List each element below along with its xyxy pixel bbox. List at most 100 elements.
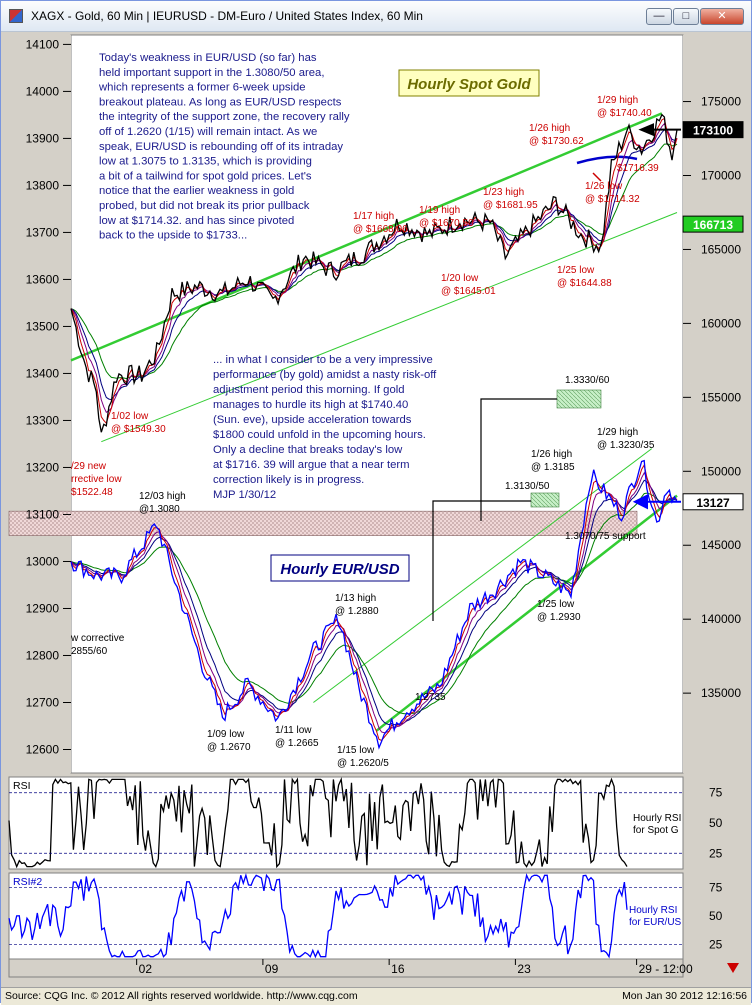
commentary-top: Today's weakness in EUR/USD (so far) has… — [98, 52, 350, 242]
eur-title-label: Hourly EUR/USD — [270, 554, 410, 582]
note-line: held important support in the 1.3080/50 … — [99, 67, 324, 79]
note-line: at $1716. 39 will argue that a near term — [213, 459, 410, 471]
left-tick-label: 13600 — [26, 272, 60, 286]
note-line: low at 1.3075 to 1.3135, which is provid… — [99, 156, 312, 168]
gold-pointer-arrow-icon — [638, 123, 681, 137]
eur-annotation: 1/26 high — [531, 449, 572, 460]
gold-annotation: $1716.39 — [617, 163, 659, 174]
left-tick-label: 13200 — [26, 460, 60, 474]
right-tick-label: 170000 — [701, 169, 741, 183]
trend-channel-line — [375, 494, 678, 732]
note-line: off of 1.2620 (1/15) will remain intact.… — [99, 126, 317, 138]
rsi-tick-label: 75 — [709, 881, 723, 895]
annotations: 1/29 high @ $1740.40 1/26 high @ $1730.62 1/… — [70, 95, 659, 769]
scroll-down-icon[interactable] — [727, 963, 739, 973]
left-tick-label: 14100 — [26, 37, 60, 51]
gold-annotation: @ $1668.06 — [353, 224, 408, 235]
eur-annotation: @ 1.3230/35 — [597, 440, 655, 451]
gold-annotation: @ $1740.40 — [597, 108, 652, 119]
gold-annotation: @ $1645.01 — [441, 286, 496, 297]
copyright-text: Source: CQG Inc. © 2012 All rights reser… — [5, 990, 358, 1002]
price-box — [682, 493, 744, 511]
right-tick-label: 135000 — [701, 686, 741, 700]
trend-channel-line — [313, 448, 653, 703]
right-tick-label: 155000 — [701, 390, 741, 404]
eur-annotation: 1/15 low — [337, 745, 375, 756]
note-line: Today's weakness in EUR/USD (so far) has — [99, 52, 317, 64]
note-line: manages to hurdle its high at $1740.40 — [213, 399, 408, 411]
note-line: Only a decline that breaks today's low — [213, 444, 403, 456]
left-tick-label: 13100 — [26, 507, 60, 521]
eur-annotation: @1.3080 — [139, 504, 180, 515]
commentary-middle: ... in what I consider to be a very impr… — [213, 354, 437, 501]
note-line: $1800 could unfold in the upcoming hours… — [213, 429, 426, 441]
trend-channel-line — [101, 212, 678, 443]
left-tick-label: 12700 — [26, 695, 60, 709]
right-tick-label: 150000 — [701, 464, 741, 478]
target-box-13130 — [530, 492, 560, 508]
eur-annotation: 1/25 low — [537, 599, 575, 610]
eur-annotation: @ 1.2665 — [275, 738, 319, 749]
left-tick-label: 13900 — [26, 131, 60, 145]
moving-average-line — [70, 128, 678, 401]
gold-annotation: @ $1730.62 — [529, 136, 584, 147]
left-tick-label: 13800 — [26, 178, 60, 192]
gold-annotation: @ $1670.50 — [419, 218, 474, 229]
gold-price-line — [70, 113, 678, 433]
x-tick-label: 16 — [391, 962, 405, 976]
target-box-13330 — [556, 389, 602, 409]
gold-annotation: /29 new — [71, 461, 107, 472]
close-button[interactable]: ✕ — [700, 8, 744, 25]
right-tick-label: 165000 — [701, 242, 741, 256]
rsi2-title: RSI#2 — [13, 876, 42, 888]
eur-annotation: 1/13 high — [335, 593, 376, 604]
left-tick-label: 12900 — [26, 601, 60, 615]
eur-annotation: w corrective — [70, 633, 125, 644]
gold-title-label: Hourly Spot Gold — [398, 69, 540, 97]
gold-annotation: 1/23 high — [483, 187, 524, 198]
x-axis-strip — [8, 958, 684, 978]
x-tick-label: 23 — [517, 962, 531, 976]
moving-average-line — [70, 471, 678, 734]
app-icon — [9, 9, 23, 23]
note-line: a bit of a tailwind for spot gold prices… — [99, 170, 312, 182]
note-line: low at $1714.32. and has since pivoted — [99, 215, 294, 227]
timestamp-text: Mon Jan 30 2012 12:16:56 — [622, 990, 747, 1002]
note-line: the integrity of the support zone, the r… — [99, 111, 350, 123]
note-line: performance (by gold) amidst a nasty ris… — [213, 369, 437, 381]
rsi2-side-label-1: Hourly RSI — [629, 905, 677, 916]
rsi1-title: RSI — [13, 780, 31, 792]
rsi-line — [8, 777, 628, 869]
chart-area: 14100 14000 13900 13800 13700 13600 13500 13400… — [1, 31, 751, 987]
right-axis-panel — [683, 35, 751, 773]
maximize-button[interactable]: □ — [673, 8, 699, 25]
right-tick-label: 175000 — [701, 95, 741, 109]
eur-annotation: 1.3070/75 support — [565, 531, 646, 542]
note-line: correction likely is in progress. — [213, 474, 364, 486]
note-line: which represents a former 6-week upside — [98, 82, 306, 94]
chart-svg: 14100 14000 13900 13800 13700 13600 13500 13400… — [1, 34, 751, 978]
price-series — [8, 113, 678, 959]
left-tick-label: 13500 — [26, 319, 60, 333]
left-tick-label: 14000 — [26, 84, 60, 98]
gold-support-curve — [576, 155, 638, 165]
gold-annotation: @ $1714.32 — [585, 194, 640, 205]
right-tick-label: 160000 — [701, 316, 741, 330]
gold-annotation: $1522.48 — [71, 487, 113, 498]
gold-annotation: rrective low — [71, 474, 122, 485]
rsi-tick-label: 25 — [709, 846, 723, 860]
moving-average-line — [70, 117, 678, 425]
eur-annotation: 1/29 high — [597, 427, 638, 438]
eur-title: Hourly EUR/USD — [280, 561, 399, 578]
right-tick-label: 140000 — [701, 612, 741, 626]
minimize-button[interactable]: — — [646, 8, 672, 25]
eur-annotation: 2855/60 — [71, 646, 108, 657]
note-line: probed, but did not break its prior pull… — [99, 200, 310, 212]
note-line: adjustment period this morning. If gold — [213, 384, 405, 396]
title-bar[interactable]: XAGX - Gold, 60 Min | IEURUSD - DM-Euro … — [1, 1, 751, 32]
eur-annotation: 1.2735 — [415, 692, 446, 703]
left-tick-label: 12600 — [26, 742, 60, 756]
moving-average-line — [70, 463, 678, 741]
gold-annotation: 1/19 high — [419, 205, 460, 216]
